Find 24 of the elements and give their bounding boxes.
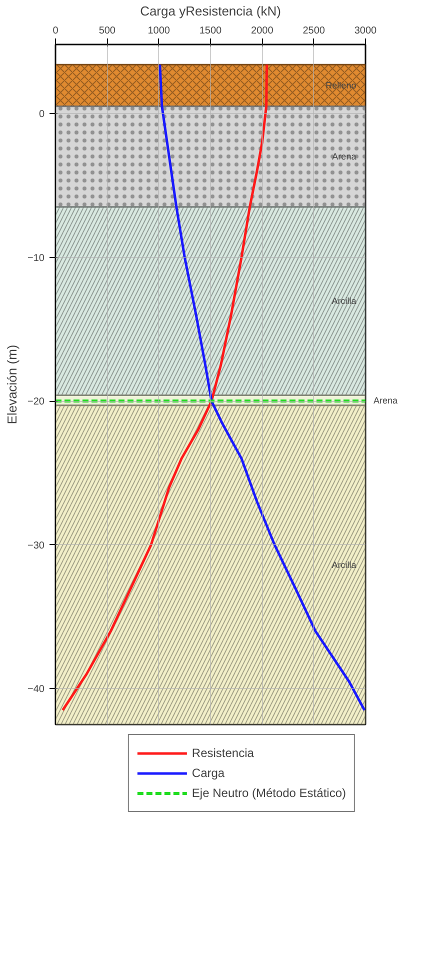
line-series — [61, 63, 268, 712]
y-axis-title: Elevación (m) — [4, 344, 20, 424]
x-tick-label: 3000 — [354, 26, 378, 36]
x-tick-label: 1500 — [199, 26, 222, 36]
band-label: Arena — [374, 395, 398, 406]
x-tick-label: 2500 — [302, 26, 326, 36]
legend-label: Resistencia — [192, 746, 254, 760]
band-label: Relleno — [326, 80, 356, 90]
x-tick-label: 500 — [98, 26, 116, 36]
x-tick-label: 2000 — [251, 26, 274, 36]
legend-label: Carga — [192, 766, 225, 780]
x-tick-label: 0 — [52, 26, 59, 36]
band-label: Arcilla — [332, 296, 356, 306]
line-series — [158, 63, 366, 712]
y-tick-label: −30 — [28, 540, 45, 552]
y-tick-label: −20 — [28, 396, 45, 408]
x-axis-title: Carga yResistencia (kN) — [140, 4, 281, 18]
y-tick-label: −10 — [28, 252, 45, 264]
y-tick-label: 0 — [38, 109, 45, 120]
legend-label: Eje Neutro (Método Estático) — [192, 786, 346, 800]
band-label: Arcilla — [332, 560, 356, 570]
x-tick-label: 1000 — [148, 26, 170, 36]
y-tick-label: −40 — [28, 684, 45, 696]
band-label: Arena — [332, 152, 356, 162]
